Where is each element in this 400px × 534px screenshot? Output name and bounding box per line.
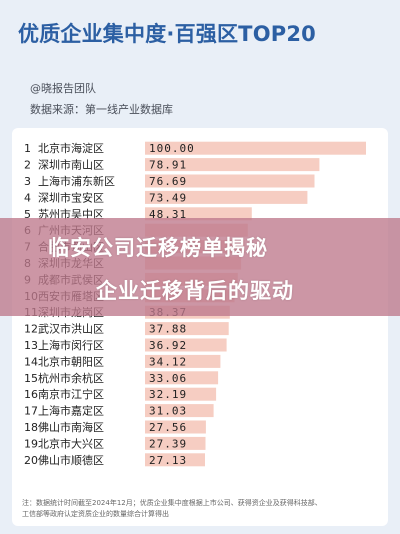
- value-label-4: 73.49: [149, 191, 187, 204]
- value-label-18: 27.56: [149, 421, 187, 434]
- bar-4: [145, 190, 308, 204]
- rank-label-4: 4: [24, 191, 31, 204]
- rank-label-18: 18: [24, 421, 38, 434]
- value-label-17: 31.03: [149, 405, 187, 418]
- value-label-20: 27.13: [149, 454, 187, 467]
- district-label-2: 深圳市南山区: [38, 158, 104, 172]
- rank-label-5: 5: [24, 208, 31, 221]
- district-label-16: 南京市江宁区: [38, 387, 104, 401]
- rank-label-19: 19: [24, 437, 38, 450]
- value-label-16: 32.19: [149, 388, 187, 401]
- district-label-20: 佛山市顺德区: [38, 453, 104, 467]
- bar-17: [145, 404, 214, 418]
- bar-15: [145, 371, 219, 385]
- bar-5: [145, 207, 252, 221]
- footnote: 注：数据统计时间截至2024年12月；优质企业集中度根据上市公司、获得资企业及获…: [22, 498, 382, 520]
- district-label-5: 苏州市吴中区: [38, 207, 104, 221]
- value-label-5: 48.31: [149, 208, 187, 221]
- value-label-2: 78.91: [149, 159, 187, 172]
- bar-2: [145, 158, 320, 172]
- bar-16: [145, 387, 217, 401]
- rank-label-2: 2: [24, 159, 31, 172]
- district-label-12: 武汉市洪山区: [38, 322, 104, 336]
- rank-label-17: 17: [24, 405, 38, 418]
- bar-3: [145, 174, 315, 188]
- rank-label-15: 15: [24, 372, 38, 385]
- bar-1: [145, 141, 366, 155]
- district-label-19: 北京市大兴区: [38, 436, 104, 450]
- district-label-15: 杭州市余杭区: [38, 371, 104, 385]
- district-label-17: 上海市嘉定区: [38, 404, 104, 418]
- rank-label-13: 13: [24, 339, 38, 352]
- rank-label-14: 14: [24, 355, 38, 368]
- district-label-14: 北京市朝阳区: [38, 354, 104, 368]
- value-label-12: 37.88: [149, 323, 187, 336]
- headline-banner: [0, 218, 400, 316]
- page-title: 优质企业集中度·百强区TOP20: [18, 22, 316, 46]
- rank-label-12: 12: [24, 323, 38, 336]
- rank-label-1: 1: [24, 142, 31, 155]
- bar-14: [145, 354, 221, 368]
- rank-label-16: 16: [24, 388, 38, 401]
- footnote-line-1: 注：数据统计时间截至2024年12月；优质企业集中度根据上市公司、获得资企业及获…: [22, 499, 322, 507]
- rank-label-20: 20: [24, 454, 38, 467]
- district-label-18: 佛山市南海区: [38, 420, 104, 434]
- footnote-line-2: 工信部等政府认定资质企业的数量综合计算得出: [22, 510, 169, 518]
- bar-20: [145, 453, 205, 467]
- headline-line-1: 临安公司迁移榜单揭秘: [48, 236, 268, 260]
- rank-label-3: 3: [24, 175, 31, 188]
- value-label-14: 34.12: [149, 355, 187, 368]
- bar-18: [145, 420, 206, 434]
- author-credit: @晓报告团队: [30, 82, 96, 95]
- district-label-1: 北京市海淀区: [38, 141, 104, 155]
- bar-19: [145, 436, 206, 450]
- district-label-13: 上海市闵行区: [38, 338, 104, 352]
- bar-13: [145, 338, 227, 352]
- headline-line-2: 企业迁移背后的驱动: [96, 279, 294, 303]
- bar-12: [145, 322, 229, 336]
- value-label-1: 100.00: [149, 142, 195, 155]
- district-label-3: 上海市浦东新区: [38, 174, 115, 188]
- value-label-13: 36.92: [149, 339, 187, 352]
- district-label-4: 深圳市宝安区: [38, 190, 104, 204]
- data-source: 数据来源：第一线产业数据库: [30, 103, 173, 116]
- value-label-19: 27.39: [149, 437, 187, 450]
- value-label-3: 76.69: [149, 175, 187, 188]
- value-label-15: 33.06: [149, 372, 187, 385]
